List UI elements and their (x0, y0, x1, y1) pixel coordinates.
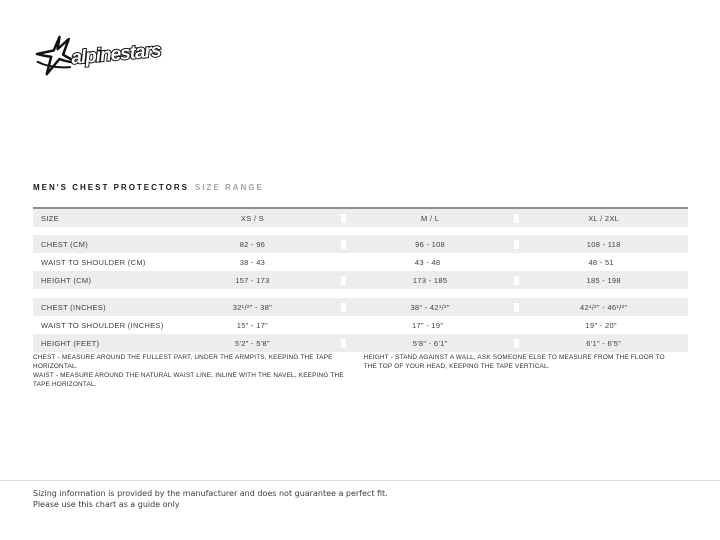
row-label: HEIGHT (FEET) (41, 338, 100, 348)
row-value: 5'2" - 5'8" (235, 338, 270, 348)
disclaimer-line-2: Please use this chart as a guide only (33, 500, 180, 509)
footer-divider (0, 480, 720, 481)
table-row-waist-cm: WAIST TO SHOULDER (CM) 38 - 43 43 - 48 4… (33, 253, 688, 271)
footnote-chest: CHEST - MEASURE AROUND THE FULLEST PART,… (33, 354, 333, 370)
table-row-waist-inches: WAIST TO SHOULDER (INCHES) 15" - 17" 17"… (33, 316, 688, 334)
row-value: 19" - 20" (585, 320, 617, 330)
col-header-xs-s: XS / S (240, 213, 264, 223)
chart-title-sub: SIZE RANGE (195, 183, 264, 192)
col-header-size: SIZE (41, 213, 59, 223)
table-row-height-feet: HEIGHT (FEET) 5'2" - 5'8" 5'8" - 6'1" 6'… (33, 334, 688, 352)
row-value: 48 - 51 (588, 257, 614, 267)
alpinestars-logo: alpinestars (30, 26, 180, 78)
row-label: WAIST TO SHOULDER (CM) (41, 257, 146, 267)
footnote-height: HEIGHT - STAND AGAINST A WALL, ASK SOMEO… (363, 354, 665, 370)
col-header-m-l: M / L (340, 213, 515, 223)
row-value: 5'8" - 6'1" (340, 338, 515, 348)
table-header-row: SIZE XS / S M / L XL / 2XL (33, 207, 688, 227)
disclaimer-line-1: Sizing information is provided by the ma… (33, 489, 388, 498)
measurement-footnotes: CHEST - MEASURE AROUND THE FULLEST PART,… (33, 353, 688, 389)
row-value: 185 - 198 (514, 275, 688, 285)
col-header-xl-2xl: XL / 2XL (514, 213, 688, 223)
row-value: 32¹/²" - 38" (232, 302, 273, 312)
size-table: SIZE XS / S M / L XL / 2XL CHEST (CM) 82… (33, 207, 688, 352)
row-value: 6'1" - 6'5" (514, 338, 688, 348)
footnote-right-column: HEIGHT - STAND AGAINST A WALL, ASK SOMEO… (361, 353, 678, 389)
row-value: 43 - 48 (414, 257, 441, 267)
row-label: CHEST (CM) (41, 239, 89, 249)
row-value: 38" - 42¹/²" (340, 302, 515, 312)
row-value: 157 - 173 (235, 275, 270, 285)
table-row-height-cm: HEIGHT (CM) 157 - 173 173 - 185 185 - 19… (33, 271, 688, 289)
header-gap (33, 227, 688, 235)
footnote-left-column: CHEST - MEASURE AROUND THE FULLEST PART,… (33, 353, 361, 389)
logo-wordmark: alpinestars (71, 40, 162, 69)
table-row-chest-cm: CHEST (CM) 82 - 96 96 - 108 108 - 118 (33, 235, 688, 253)
footnote-waist: WAIST - MEASURE AROUND THE NATURAL WAIST… (33, 372, 344, 388)
row-value: 15" - 17" (236, 320, 269, 330)
row-label: WAIST TO SHOULDER (INCHES) (41, 320, 164, 330)
row-value: 173 - 185 (340, 275, 515, 285)
chart-title-main: MEN'S CHEST PROTECTORS (33, 183, 189, 192)
block-gap (33, 289, 688, 298)
row-value: 17" - 19" (411, 320, 444, 330)
chart-title: MEN'S CHEST PROTECTORS SIZE RANGE (33, 183, 264, 192)
row-value: 82 - 96 (239, 239, 266, 249)
footer-disclaimer: Sizing information is provided by the ma… (33, 488, 388, 510)
row-value: 38 - 43 (239, 257, 266, 267)
row-label: CHEST (INCHES) (41, 302, 106, 312)
row-value: 42¹/²" - 46¹/²" (514, 302, 688, 312)
row-value: 96 - 108 (340, 239, 515, 249)
astar-icon (35, 35, 79, 76)
row-value: 108 - 118 (514, 239, 688, 249)
alpinestars-logo-graphic: alpinestars (35, 35, 163, 76)
row-label: HEIGHT (CM) (41, 275, 92, 285)
table-row-chest-inches: CHEST (INCHES) 32¹/²" - 38" 38" - 42¹/²"… (33, 298, 688, 316)
